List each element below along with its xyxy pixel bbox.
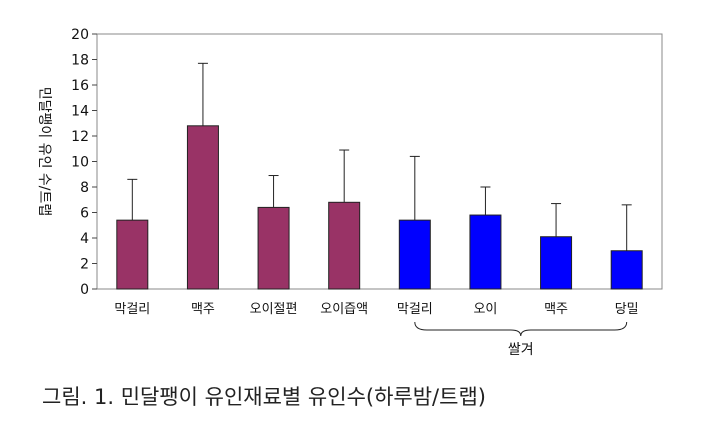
- bars: [116, 125, 643, 290]
- y-tick-label: 16: [71, 78, 89, 94]
- x-tick-labels: 막걸리 맥주 오이절편 오이즙액 막걸리 오이 맥주 당밀: [114, 302, 638, 317]
- y-tick-label: 10: [71, 155, 89, 171]
- bar: [540, 236, 573, 290]
- x-tick-label: 당밀: [615, 302, 639, 317]
- bar: [610, 250, 643, 290]
- y-axis-label: 민달팽이 유인 수/트랩: [36, 87, 52, 217]
- x-tick-label: 맥주: [191, 302, 215, 317]
- x-tick-label: 오이즙액: [320, 302, 368, 317]
- error-bars: [127, 62, 632, 251]
- figure-caption: 그림. 1. 민달팽이 유인재료별 유인수(하루밤/트랩): [42, 385, 486, 409]
- y-tick-label: 14: [71, 104, 89, 120]
- y-tick-label: 8: [80, 180, 89, 196]
- group-label: 쌀겨: [508, 342, 534, 358]
- plot-area: [96, 33, 663, 290]
- bar: [469, 214, 502, 290]
- y-axis: 0 2 4 6 8 10 12 14 16 18 20: [71, 27, 97, 298]
- bar: [398, 219, 431, 290]
- y-tick-label: 0: [80, 282, 89, 298]
- y-tick-label: 18: [71, 53, 89, 69]
- bar: [328, 201, 361, 290]
- y-tick-label: 12: [71, 129, 89, 145]
- y-tick-label: 6: [80, 206, 89, 222]
- x-tick-label: 맥주: [544, 302, 568, 317]
- y-tick-label: 4: [80, 231, 89, 247]
- x-tick-label: 오이: [473, 302, 497, 317]
- group-brace: [414, 321, 628, 337]
- bar: [116, 219, 149, 290]
- bar: [257, 206, 290, 290]
- x-tick-label: 막걸리: [114, 302, 150, 317]
- bar: [186, 125, 219, 290]
- bar-chart: 0 2 4 6 8 10 12 14 16 18 20 막걸리 맥주 오이절편 오이즙액 막걸리 오이 맥주 당밀…: [36, 27, 663, 358]
- y-tick-label: 2: [80, 257, 89, 273]
- y-tick-label: 20: [71, 27, 89, 43]
- group-brace-path: [414, 321, 628, 337]
- x-tick-label: 오이절편: [250, 302, 298, 317]
- x-tick-label: 막걸리: [397, 302, 433, 317]
